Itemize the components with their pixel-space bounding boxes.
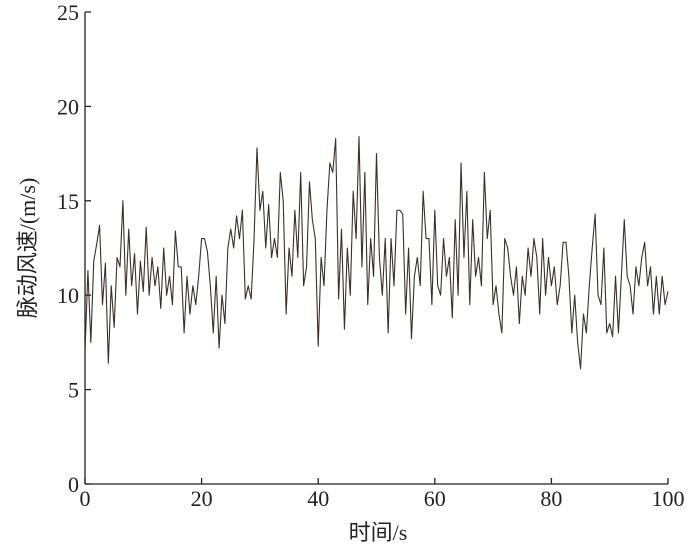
x-tick-label: 20 bbox=[191, 486, 213, 511]
x-tick-label: 80 bbox=[540, 486, 562, 511]
y-tick-label: 15 bbox=[57, 189, 79, 214]
x-tick-label: 0 bbox=[80, 486, 91, 511]
x-tick-label: 60 bbox=[424, 486, 446, 511]
x-tick-label: 40 bbox=[307, 486, 329, 511]
y-tick-label: 10 bbox=[57, 283, 79, 308]
line-series bbox=[84, 136, 669, 370]
y-tick-label: 5 bbox=[68, 378, 79, 403]
x-tick-label: 100 bbox=[652, 486, 685, 511]
y-tick-label: 20 bbox=[57, 94, 79, 119]
y-tick-label: 0 bbox=[68, 472, 79, 497]
y-axis-label: 脉动风速/(m/s) bbox=[15, 178, 40, 319]
x-axis-label: 时间/s bbox=[349, 520, 408, 545]
y-tick-label: 25 bbox=[57, 0, 79, 25]
